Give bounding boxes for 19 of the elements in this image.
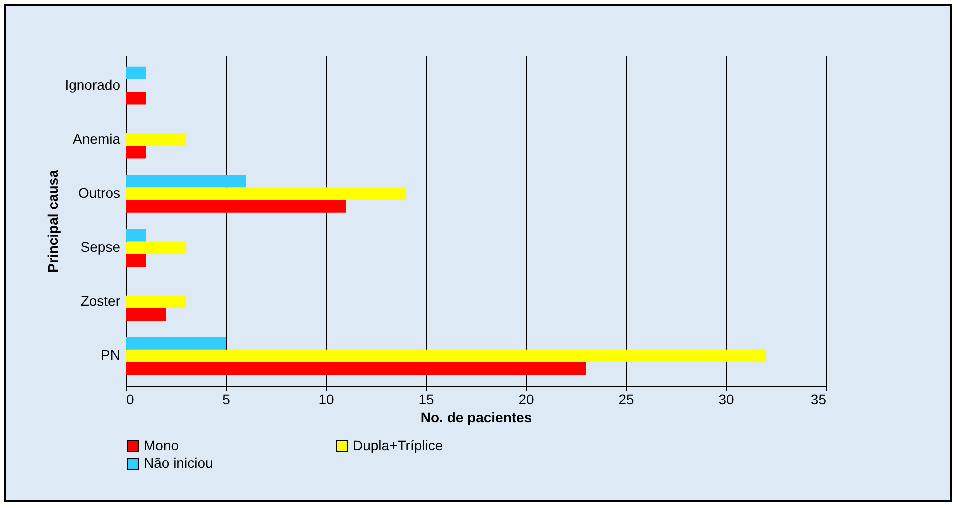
y-tick-label: Outros xyxy=(78,184,120,201)
legend-label: Não iniciou xyxy=(144,455,214,471)
x-tick-label: 25 xyxy=(618,392,634,408)
y-tick-label: Ignorado xyxy=(65,76,121,93)
x-tick-label: 5 xyxy=(222,392,231,408)
x-tick-label: 15 xyxy=(418,392,434,408)
legend-label: Dupla+Tríplice xyxy=(353,437,444,454)
y-tick-label: Zoster xyxy=(80,293,121,310)
x-tick-label: 20 xyxy=(518,392,534,408)
legend-label: Mono xyxy=(144,437,180,454)
x-tick-label: 0 xyxy=(126,392,134,408)
y-tick-label: Sepse xyxy=(80,239,121,256)
y-axis-title: Principal causa xyxy=(45,170,62,273)
y-tick-label: Anemia xyxy=(73,130,121,147)
x-tick-label: 35 xyxy=(810,392,827,408)
y-tick-label: PN xyxy=(101,347,120,364)
x-tick-label: 30 xyxy=(718,392,734,408)
x-axis-title: No. de pacientes xyxy=(420,410,532,426)
x-tick-label: 10 xyxy=(318,392,334,408)
